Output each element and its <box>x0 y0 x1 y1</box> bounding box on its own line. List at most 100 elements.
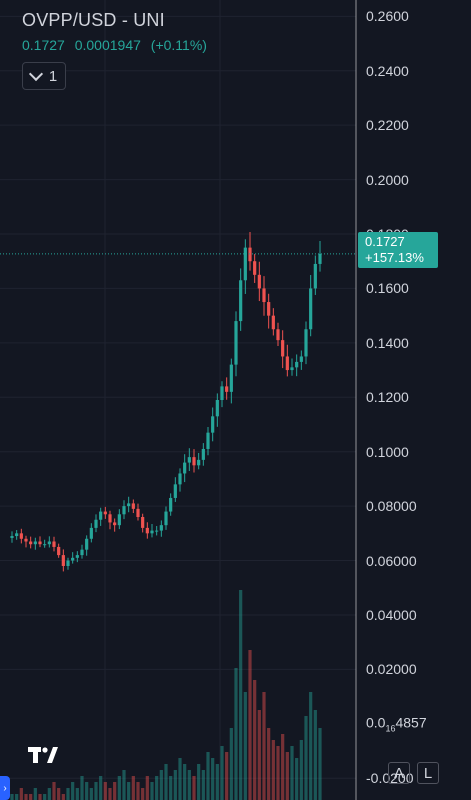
candle-body <box>89 527 93 539</box>
candle-body <box>38 541 42 545</box>
volume-bar <box>257 710 261 800</box>
symbol-title[interactable]: OVPP/USD - UNI <box>22 10 165 30</box>
candle-body <box>187 457 191 463</box>
expand-sidebar-icon[interactable]: › <box>0 776 10 800</box>
volume-bar <box>271 740 275 800</box>
candle-body <box>117 514 121 526</box>
candle-body <box>220 386 224 400</box>
candle <box>80 544 84 559</box>
candle-body <box>57 546 61 556</box>
volume-bar <box>131 776 135 800</box>
candle-body <box>225 386 229 392</box>
candle-body <box>309 288 313 330</box>
candle <box>243 239 247 294</box>
candle <box>61 549 65 572</box>
candle <box>136 503 140 521</box>
candle <box>131 499 135 514</box>
candle-body <box>122 506 126 515</box>
candle <box>262 276 266 316</box>
candle-body <box>201 448 205 460</box>
volume-bar <box>276 746 280 800</box>
price-axis-label: 0.04000 <box>366 606 417 623</box>
candle <box>159 520 163 537</box>
candle <box>141 513 145 533</box>
volume-bar <box>178 758 182 800</box>
volume-bar <box>201 770 205 800</box>
candle <box>155 526 159 536</box>
price-change: 0.0001947 <box>74 37 141 53</box>
candle-body <box>145 527 149 534</box>
volume-bar <box>299 740 303 800</box>
volume-bar <box>66 788 70 800</box>
volume-bar <box>267 728 271 800</box>
candle <box>197 452 201 470</box>
volume-bar <box>150 782 154 800</box>
volume-bar <box>122 770 126 800</box>
candle <box>257 261 261 302</box>
candle <box>57 543 61 558</box>
candle-body <box>267 302 271 316</box>
candle-body <box>173 484 177 498</box>
candle <box>211 407 215 442</box>
volume-bar <box>206 752 210 800</box>
volume-bar <box>29 794 33 800</box>
volume-bar <box>85 782 89 800</box>
volume-bar <box>211 758 215 800</box>
candle-body <box>313 263 317 289</box>
candle-body <box>136 508 140 518</box>
candle-body <box>141 517 145 528</box>
candle <box>285 344 289 377</box>
candle-body <box>262 288 266 303</box>
price-axis-label: 0.1200 <box>366 389 409 406</box>
volume-bar <box>136 782 140 800</box>
candle-body <box>253 261 257 275</box>
volume-bar <box>295 758 299 800</box>
candle <box>229 358 233 404</box>
volume-bar <box>145 776 149 800</box>
candle <box>47 536 51 548</box>
tradingview-logo-icon[interactable] <box>28 745 58 772</box>
volume-bar <box>229 728 233 800</box>
candle-body <box>285 356 289 371</box>
volume-bar <box>80 776 84 800</box>
candle <box>150 524 154 538</box>
volume-bar <box>117 776 121 800</box>
candle <box>38 536 42 548</box>
candle-body <box>33 541 37 545</box>
volume-bar <box>309 692 313 800</box>
last-price-tag: 0.1727 +157.13% <box>358 232 438 268</box>
candle <box>239 268 243 331</box>
volume-bar <box>304 716 308 800</box>
volume-bar <box>94 782 98 800</box>
candle <box>75 551 79 563</box>
volume-bar <box>253 680 257 800</box>
volume-bar <box>75 788 79 800</box>
candle <box>225 377 229 400</box>
volume-bar <box>220 746 224 800</box>
candle-body <box>52 541 56 547</box>
volume-bar <box>103 782 107 800</box>
volume-bar <box>47 788 51 800</box>
candle <box>178 468 182 492</box>
candle-body <box>127 503 131 507</box>
candle-body <box>304 329 308 357</box>
candle <box>10 531 14 543</box>
candle <box>201 443 205 466</box>
candle-body <box>94 519 98 528</box>
volume-bar <box>15 794 19 800</box>
candle-body <box>85 538 89 550</box>
chart-header: OVPP/USD - UNI 0.1727 0.0001947 (+0.11%) <box>22 10 213 53</box>
candle <box>103 506 107 519</box>
auto-scale-button[interactable]: A <box>388 762 410 784</box>
candle-body <box>248 247 252 262</box>
volume-bar <box>127 782 131 800</box>
volume-bar <box>71 782 75 800</box>
candle <box>309 275 313 337</box>
last-price-tag-change: +157.13% <box>365 250 424 265</box>
log-scale-button[interactable]: L <box>417 762 439 784</box>
volume-bar <box>248 650 252 800</box>
interval-button[interactable]: 1 <box>22 62 66 90</box>
candle-body <box>183 462 187 474</box>
volume-bar <box>169 776 173 800</box>
